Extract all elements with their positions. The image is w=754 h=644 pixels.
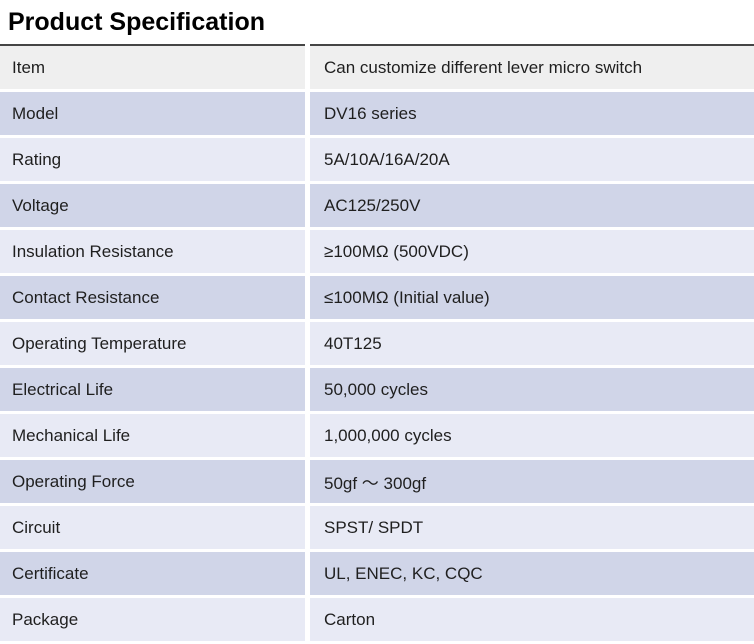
spec-label-cell: Package: [0, 598, 305, 644]
column-divider: [305, 184, 310, 230]
column-divider: [305, 460, 310, 506]
column-divider: [305, 414, 310, 460]
spec-label-cell: Certificate: [0, 552, 305, 598]
table-row: Item Can customize different lever micro…: [0, 44, 754, 92]
table-row: Electrical Life 50,000 cycles: [0, 368, 754, 414]
table-row: Certificate UL, ENEC, KC, CQC: [0, 552, 754, 598]
column-divider: [305, 552, 310, 598]
table-row: Operating Temperature 40T125: [0, 322, 754, 368]
table-row: Voltage AC125/250V: [0, 184, 754, 230]
table-row: Package Carton: [0, 598, 754, 644]
column-divider: [305, 92, 310, 138]
page-title: Product Specification: [8, 8, 265, 36]
spec-label-cell: Model: [0, 92, 305, 138]
column-divider: [305, 44, 310, 92]
spec-label-cell: Item: [0, 44, 305, 92]
spec-value-cell: AC125/250V: [310, 184, 754, 230]
spec-value-cell: 1,000,000 cycles: [310, 414, 754, 460]
spec-value-cell: Carton: [310, 598, 754, 644]
table-row: Circuit SPST/ SPDT: [0, 506, 754, 552]
table-row: Model DV16 series: [0, 92, 754, 138]
spec-label-cell: Circuit: [0, 506, 305, 552]
spec-value-cell: DV16 series: [310, 92, 754, 138]
spec-value-cell: SPST/ SPDT: [310, 506, 754, 552]
spec-value-cell: 5A/10A/16A/20A: [310, 138, 754, 184]
spec-value-cell: 40T125: [310, 322, 754, 368]
column-divider: [305, 322, 310, 368]
column-divider: [305, 598, 310, 644]
spec-table: Item Can customize different lever micro…: [0, 44, 754, 644]
spec-value-cell: 50,000 cycles: [310, 368, 754, 414]
column-divider: [305, 276, 310, 322]
table-row: Mechanical Life 1,000,000 cycles: [0, 414, 754, 460]
table-row: Operating Force 50gf ～ 300gf: [0, 460, 754, 506]
column-divider: [305, 368, 310, 414]
spec-label-cell: Voltage: [0, 184, 305, 230]
spec-value-cell: Can customize different lever micro swit…: [310, 44, 754, 92]
column-divider: [305, 138, 310, 184]
spec-label-cell: Mechanical Life: [0, 414, 305, 460]
column-divider: [305, 230, 310, 276]
spec-table-body: Item Can customize different lever micro…: [0, 44, 754, 644]
table-row: Insulation Resistance ≥100MΩ (500VDC): [0, 230, 754, 276]
spec-label-cell: Operating Temperature: [0, 322, 305, 368]
spec-label-cell: Rating: [0, 138, 305, 184]
column-divider: [305, 506, 310, 552]
spec-value-cell: 50gf ～ 300gf: [310, 460, 754, 506]
table-row: Contact Resistance ≤100MΩ (Initial value…: [0, 276, 754, 322]
table-row: Rating 5A/10A/16A/20A: [0, 138, 754, 184]
spec-label-cell: Contact Resistance: [0, 276, 305, 322]
spec-value-cell: UL, ENEC, KC, CQC: [310, 552, 754, 598]
spec-label-cell: Insulation Resistance: [0, 230, 305, 276]
spec-label-cell: Electrical Life: [0, 368, 305, 414]
spec-label-cell: Operating Force: [0, 460, 305, 506]
spec-value-cell: ≥100MΩ (500VDC): [310, 230, 754, 276]
spec-value-cell: ≤100MΩ (Initial value): [310, 276, 754, 322]
